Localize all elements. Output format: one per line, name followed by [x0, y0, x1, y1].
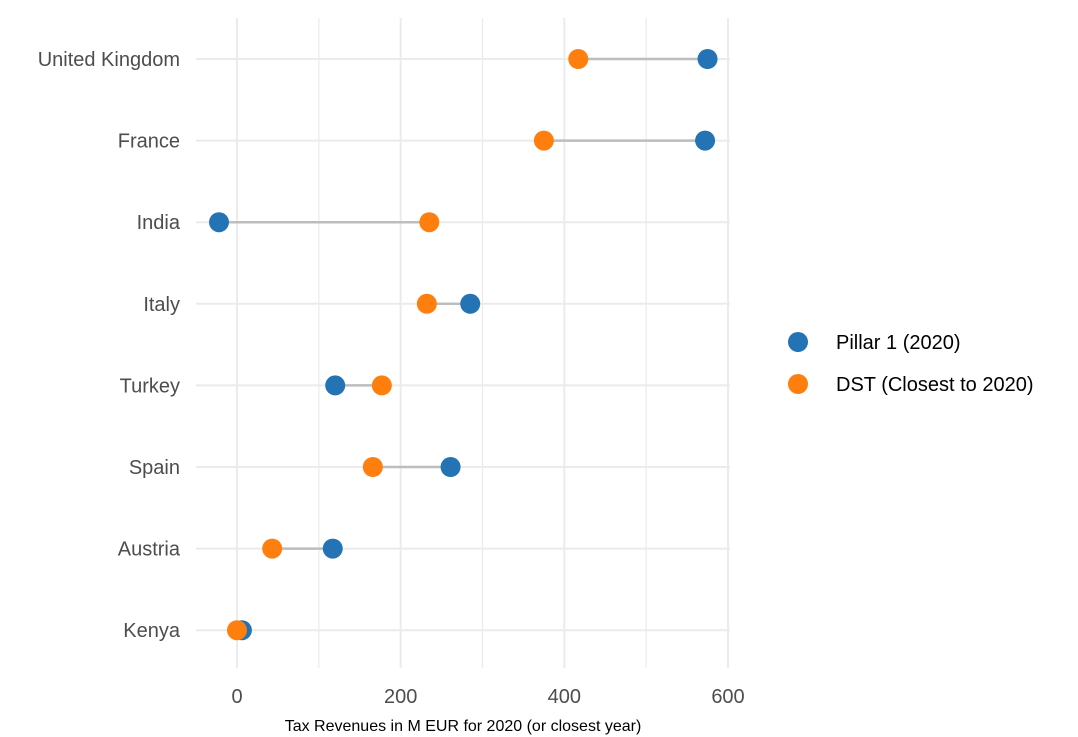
plot-grid: [196, 18, 730, 668]
dst-point: [371, 375, 392, 396]
y-tick-label: France: [118, 131, 180, 153]
y-tick-label: Turkey: [120, 375, 180, 397]
legend-swatch: [788, 374, 808, 394]
x-axis-title: Tax Revenues in M EUR for 2020 (or close…: [285, 718, 642, 735]
pillar1-point: [325, 375, 346, 396]
x-axis-tick-labels: 0 200 400 600: [231, 686, 744, 708]
x-tick-label: 200: [384, 686, 417, 708]
y-tick-label: Kenya: [123, 620, 181, 642]
y-tick-label: Italy: [143, 294, 180, 316]
dst-point: [362, 457, 383, 477]
pillar1-point: [440, 457, 461, 477]
dst-point: [568, 49, 589, 69]
pillar1-point: [322, 538, 343, 559]
y-tick-label: Spain: [129, 457, 180, 479]
dst-point: [227, 620, 247, 641]
x-tick-label: 400: [548, 686, 581, 708]
y-tick-label: Austria: [118, 539, 181, 561]
x-tick-label: 0: [231, 686, 242, 708]
pillar1-point: [697, 49, 718, 69]
data-points: [208, 49, 718, 641]
legend-swatch: [788, 332, 808, 352]
dst-point: [262, 538, 283, 559]
legend-label: DST (Closest to 2020): [836, 374, 1034, 396]
legend-label: Pillar 1 (2020): [836, 332, 961, 354]
pillar1-point: [460, 293, 481, 314]
pillar1-point: [695, 130, 716, 151]
dst-point: [533, 130, 554, 151]
dst-point: [419, 212, 440, 233]
y-tick-label: United Kingdom: [38, 49, 180, 71]
legend: Pillar 1 (2020) DST (Closest to 2020): [788, 332, 1034, 396]
y-axis-tick-labels: United Kingdom France India Italy Turkey Spai…: [38, 49, 181, 642]
dst-point: [416, 293, 437, 314]
y-tick-label: India: [137, 212, 181, 234]
x-tick-label: 600: [711, 686, 744, 708]
connector-lines: [218, 57, 708, 632]
pillar1-point: [208, 212, 229, 233]
